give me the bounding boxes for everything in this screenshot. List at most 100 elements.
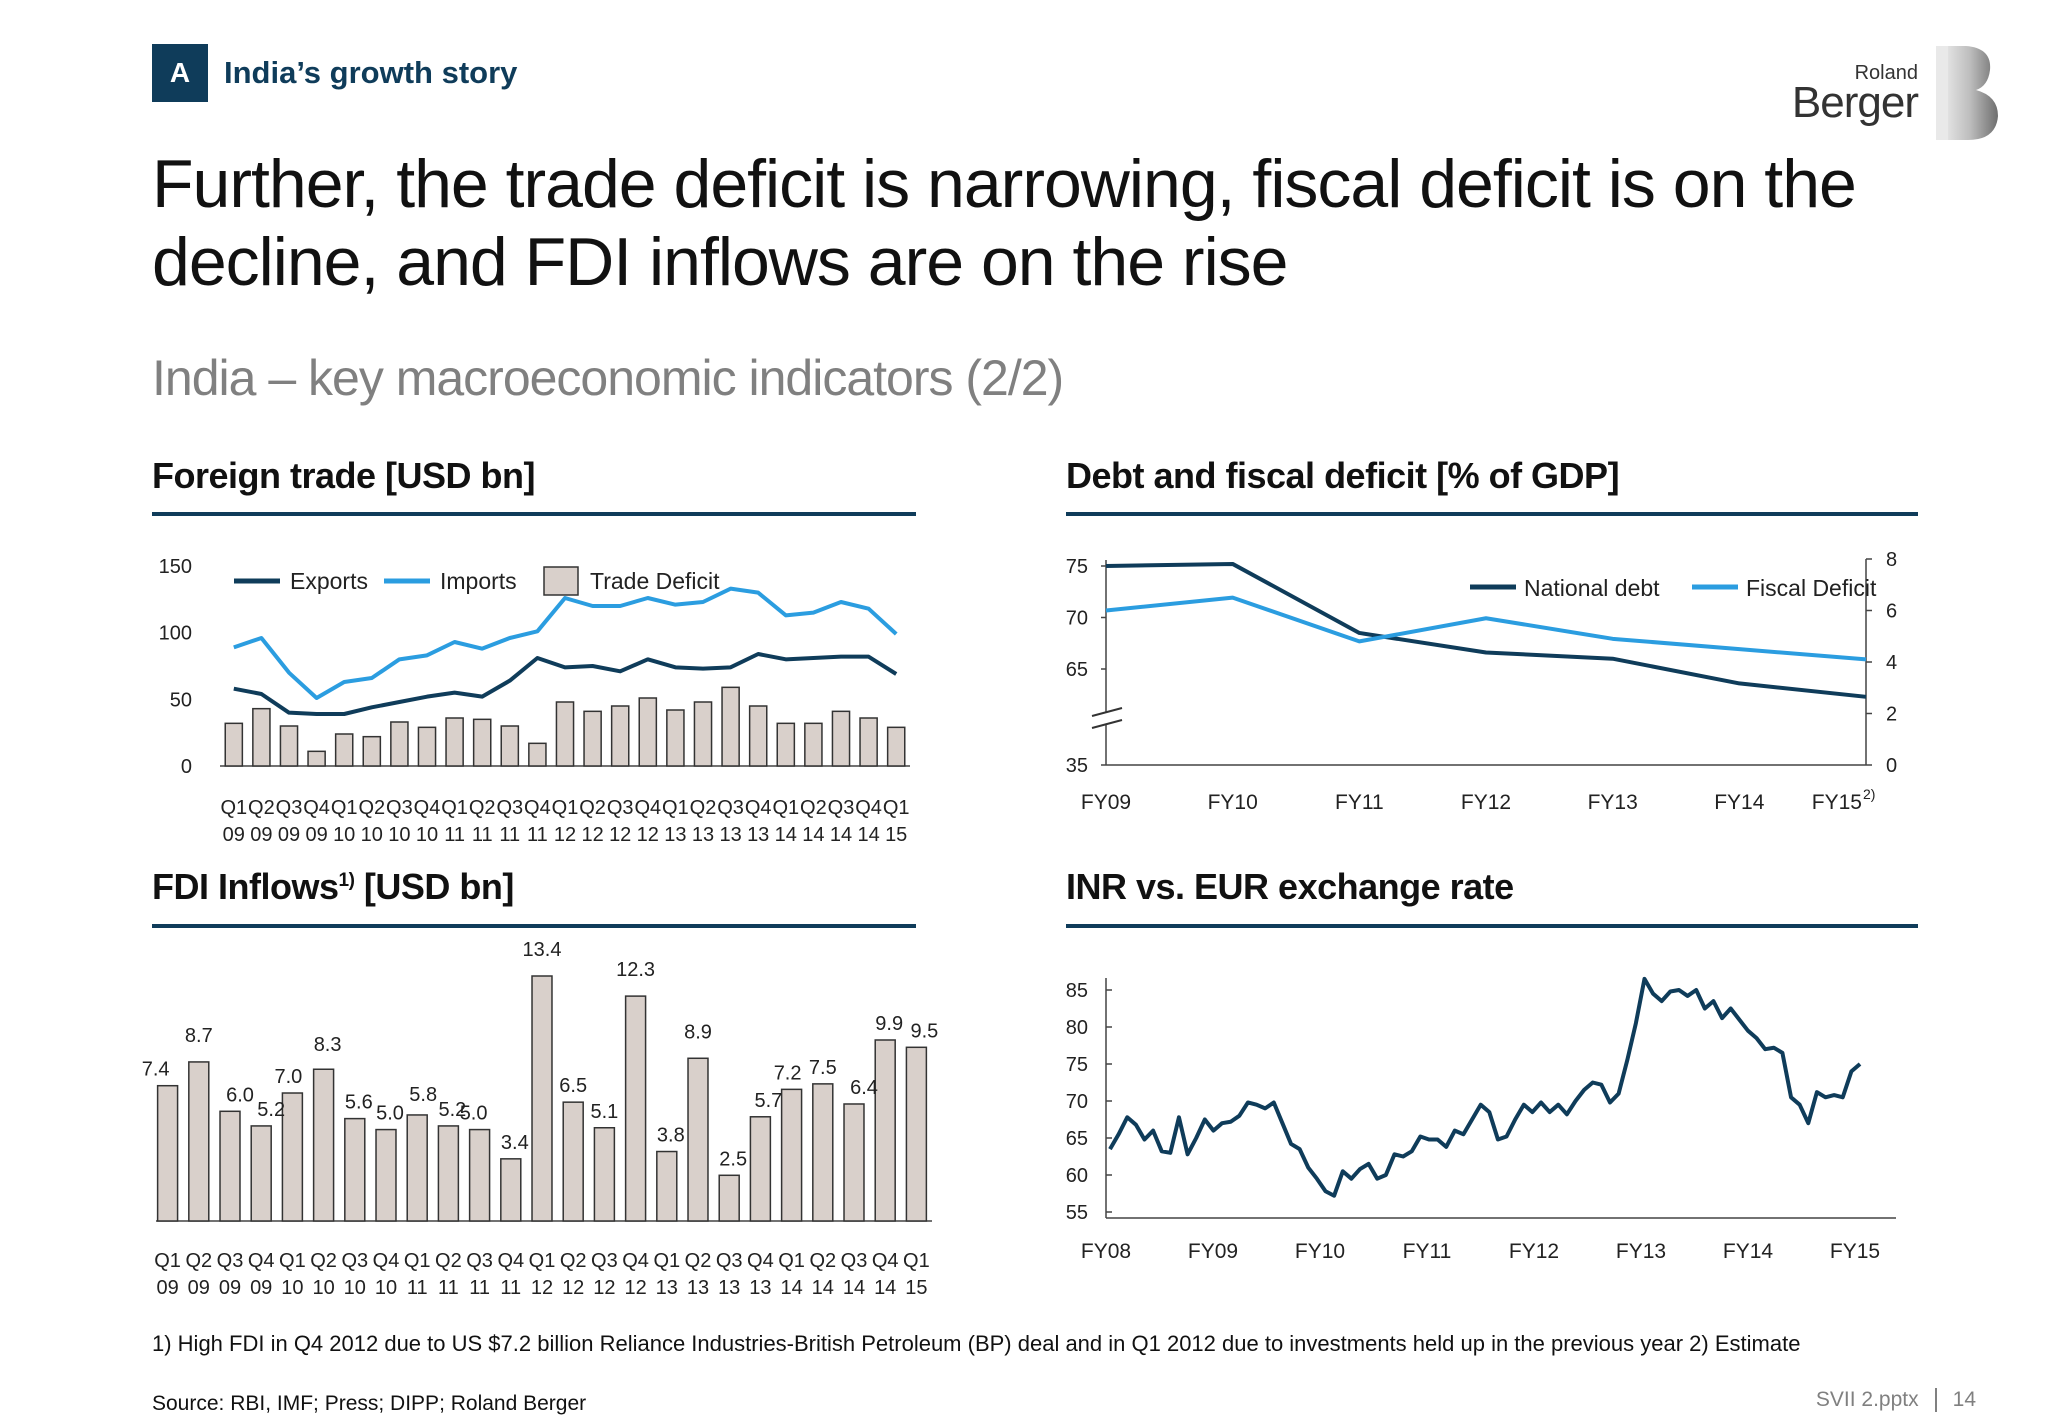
fdi-bar bbox=[500, 1158, 522, 1222]
trade-deficit-bar bbox=[886, 726, 906, 767]
trade-deficit-bar bbox=[721, 686, 740, 767]
fdi-bar bbox=[219, 1110, 241, 1222]
x-tick-label-year: 11 bbox=[527, 824, 548, 846]
y-tick-label-left: 35 bbox=[1066, 755, 1088, 777]
fiscal-deficit-series-line bbox=[1105, 595, 1867, 662]
x-tick-label-quarter: Q4 bbox=[303, 797, 330, 819]
x-tick-label: FY10 bbox=[1295, 1240, 1345, 1263]
fdi-data-label: 6.4 bbox=[850, 1077, 878, 1099]
y-tick-label-right: 4 bbox=[1886, 652, 1897, 674]
x-tick-label-quarter: Q1 bbox=[883, 797, 910, 819]
trade-deficit-bar bbox=[390, 721, 409, 767]
x-tick-label-year: 12 bbox=[562, 1277, 584, 1299]
page-headline: Further, the trade deficit is narrowing,… bbox=[152, 146, 1857, 300]
debt-fiscal-chart: 75 70 65 35 8 6 4 2 0 National debt Fiscal Deficit… bbox=[1066, 549, 1897, 814]
x-tick-label-quarter: Q3 bbox=[341, 1250, 368, 1272]
section-letter: A bbox=[152, 44, 208, 102]
trade-deficit-bar bbox=[831, 710, 851, 767]
x-tick-label-year: 12 bbox=[637, 824, 659, 846]
x-tick-label-quarter: Q4 bbox=[872, 1250, 899, 1272]
x-tick-label-quarter: Q4 bbox=[373, 1250, 400, 1272]
trade-deficit-bar bbox=[307, 750, 326, 767]
fdi-data-label: 5.7 bbox=[754, 1090, 782, 1112]
x-tick-label-quarter: Q2 bbox=[579, 797, 606, 819]
legend-label: Trade Deficit bbox=[590, 568, 720, 594]
x-tick-label-year: 12 bbox=[554, 824, 576, 846]
x-tick-label-quarter: Q3 bbox=[717, 797, 744, 819]
trade-deficit-bar bbox=[417, 726, 437, 767]
x-tick-label-quarter: Q3 bbox=[841, 1250, 868, 1272]
trade-deficit-bar bbox=[666, 709, 685, 767]
x-tick-label-year: 13 bbox=[747, 824, 769, 846]
trade-deficit-bar bbox=[500, 725, 520, 767]
trade-deficit-bar bbox=[638, 697, 658, 767]
section-tag: A India’s growth story bbox=[152, 44, 517, 102]
fdi-bar bbox=[312, 1068, 335, 1222]
fdi-bar bbox=[188, 1061, 210, 1222]
x-tick-label-year: 10 bbox=[361, 824, 383, 846]
x-tick-label-year: 09 bbox=[250, 1277, 272, 1299]
x-tick-label-year: 13 bbox=[719, 824, 741, 846]
fdi-data-label: 5.6 bbox=[345, 1092, 373, 1114]
fdi-data-label: 5.2 bbox=[257, 1099, 285, 1121]
x-tick-label-year: 09 bbox=[223, 824, 245, 846]
x-tick-label: FY09 bbox=[1188, 1240, 1238, 1263]
fdi-bar bbox=[624, 995, 647, 1222]
x-tick-label-quarter: Q4 bbox=[497, 1250, 524, 1272]
fdi-bar bbox=[656, 1150, 678, 1222]
x-tick-label-quarter: Q2 bbox=[800, 797, 827, 819]
y-tick-label-right: 6 bbox=[1886, 601, 1897, 623]
x-tick-label-year: 11 bbox=[469, 1277, 490, 1299]
x-tick-label-year: 09 bbox=[278, 824, 300, 846]
x-tick-label-quarter: Q1 bbox=[441, 797, 468, 819]
x-tick-label-quarter: Q3 bbox=[607, 797, 634, 819]
x-tick-label-year: 10 bbox=[388, 824, 410, 846]
x-tick-label: FY14 bbox=[1723, 1240, 1774, 1263]
x-tick-label-quarter: Q2 bbox=[690, 797, 717, 819]
fdi-data-label: 8.3 bbox=[314, 1034, 342, 1056]
x-tick-label-year: 14 bbox=[812, 1277, 834, 1299]
fdi-data-label: 3.8 bbox=[657, 1125, 685, 1147]
x-tick-label-year: 12 bbox=[531, 1277, 553, 1299]
fdi-bar bbox=[531, 975, 553, 1222]
x-tick-label-quarter: Q4 bbox=[414, 797, 441, 819]
x-tick-label-year: 13 bbox=[718, 1277, 740, 1299]
fdi-title-footnote-mark: 1) bbox=[338, 870, 355, 891]
x-tick-label: FY12 bbox=[1509, 1240, 1559, 1263]
trade-deficit-bar bbox=[555, 701, 575, 767]
x-tick-label-quarter: Q2 bbox=[310, 1250, 337, 1272]
fdi-data-label: 13.4 bbox=[523, 939, 562, 961]
fdi-data-label: 7.0 bbox=[274, 1066, 302, 1088]
y-tick-label-right: 0 bbox=[1886, 755, 1897, 777]
x-tick-label: FY15 bbox=[1812, 791, 1862, 814]
x-tick-label-year: 14 bbox=[843, 1277, 865, 1299]
fdi-data-label: 5.1 bbox=[590, 1101, 618, 1123]
trade-deficit-bar bbox=[583, 710, 602, 767]
x-tick-label-quarter: Q4 bbox=[745, 797, 772, 819]
x-tick-label-quarter: Q4 bbox=[634, 797, 661, 819]
x-tick-label-year: 15 bbox=[905, 1277, 927, 1299]
trade-deficit-bar bbox=[528, 742, 547, 767]
x-tick-label-year: 12 bbox=[593, 1277, 615, 1299]
x-tick-label-quarter: Q3 bbox=[466, 1250, 493, 1272]
x-tick-label-year: 10 bbox=[333, 824, 355, 846]
fdi-data-label: 6.0 bbox=[226, 1084, 254, 1106]
x-tick-label-quarter: Q3 bbox=[386, 797, 413, 819]
fdi-bar bbox=[843, 1103, 865, 1222]
x-tick-label-year: 14 bbox=[780, 1277, 802, 1299]
x-tick-label-year: 12 bbox=[581, 824, 603, 846]
fdi-title-text: FDI Inflows bbox=[152, 866, 339, 907]
page-subtitle: India – key macroeconomic indicators (2/… bbox=[152, 350, 1064, 406]
x-tick-label-quarter: Q1 bbox=[653, 1250, 680, 1272]
fdi-panel-rule bbox=[152, 924, 916, 928]
fdi-bar bbox=[250, 1125, 272, 1222]
logo-text-roland: Roland bbox=[1854, 62, 1918, 84]
y-tick-label: 75 bbox=[1066, 1054, 1088, 1076]
x-tick-label-year: 13 bbox=[692, 824, 714, 846]
axis-break-mark bbox=[1091, 707, 1123, 717]
x-tick-label-year: 10 bbox=[344, 1277, 366, 1299]
x-tick-label: FY08 bbox=[1081, 1240, 1131, 1263]
fdi-title-unit: [USD bn] bbox=[354, 866, 514, 907]
y-tick-label: 60 bbox=[1066, 1165, 1088, 1187]
fdi-data-label: 8.7 bbox=[185, 1025, 213, 1047]
